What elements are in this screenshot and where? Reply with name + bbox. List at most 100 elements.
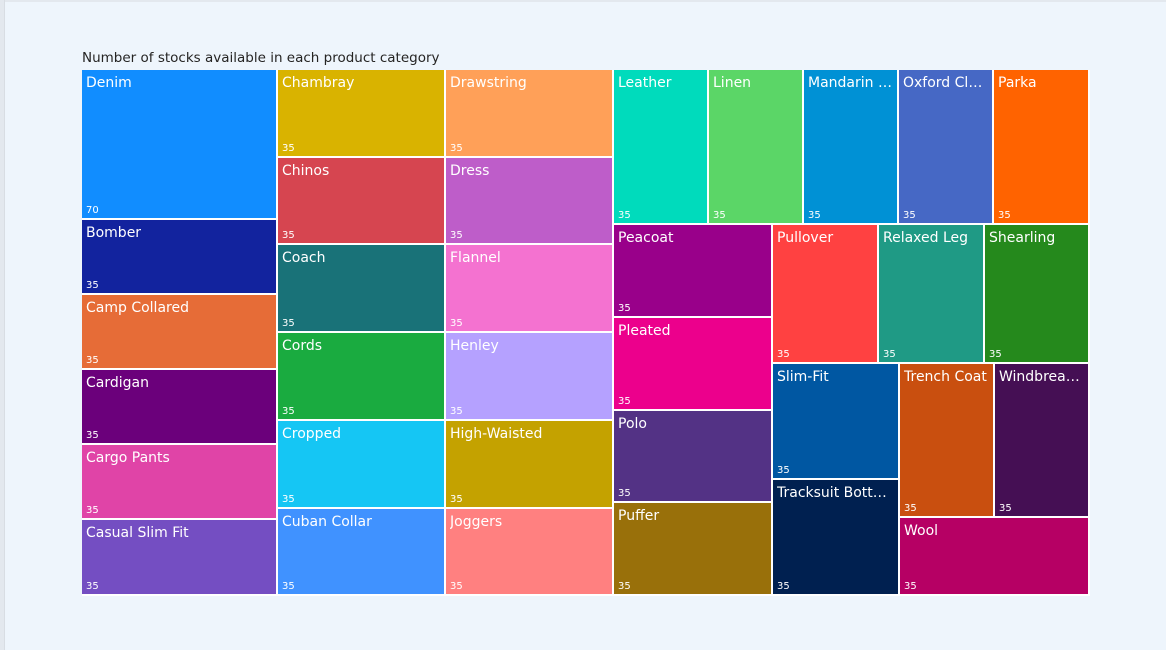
tile-label: Relaxed Leg: [883, 230, 969, 246]
tile-label: Tracksuit Bottoms: [777, 485, 894, 501]
treemap-tile-tracksuit-bottoms[interactable]: Tracksuit Bottoms 35: [773, 480, 900, 596]
tile-label: Chinos: [282, 163, 330, 179]
treemap-tile-pleated[interactable]: Pleated 35: [614, 318, 773, 411]
treemap-tile-windbreaker[interactable]: Windbreaker 35: [995, 364, 1090, 518]
tile-label: Pleated: [618, 323, 671, 339]
treemap-tile-high-waisted[interactable]: High-Waisted 35: [446, 421, 614, 509]
treemap-tile-oxford-cloth[interactable]: Oxford Cloth 35: [899, 70, 994, 225]
treemap-tile-chambray[interactable]: Chambray 35: [278, 70, 446, 158]
tile-value: 35: [618, 396, 631, 407]
treemap-tile-cropped[interactable]: Cropped 35: [278, 421, 446, 509]
tile-label: Casual Slim Fit: [86, 525, 189, 541]
tile-label: Linen: [713, 75, 752, 91]
tile-value: 35: [618, 210, 631, 221]
treemap-tile-cords[interactable]: Cords 35: [278, 333, 446, 421]
tile-value: 35: [282, 581, 295, 592]
treemap-tile-henley[interactable]: Henley 35: [446, 333, 614, 421]
tile-value: 35: [86, 430, 99, 441]
tile-value: 35: [282, 230, 295, 241]
tile-value: 35: [450, 318, 463, 329]
tile-value: 35: [450, 581, 463, 592]
treemap-tile-puffer[interactable]: Puffer 35: [614, 503, 773, 596]
tile-label: Oxford Cloth: [903, 75, 988, 91]
tile-label: Joggers: [450, 514, 503, 530]
treemap-tile-parka[interactable]: Parka 35: [994, 70, 1090, 225]
tile-label: Shearling: [989, 230, 1056, 246]
tile-value: 35: [86, 581, 99, 592]
treemap-tile-coach[interactable]: Coach 35: [278, 245, 446, 333]
tile-label: Chambray: [282, 75, 355, 91]
treemap-tile-relaxed-leg[interactable]: Relaxed Leg 35: [879, 225, 985, 364]
tile-label: Slim-Fit: [777, 369, 829, 385]
tile-label: Denim: [86, 75, 132, 91]
tile-label: Cargo Pants: [86, 450, 170, 466]
treemap-tile-casual-slim-fit[interactable]: Casual Slim Fit 35: [82, 520, 278, 596]
tile-value: 35: [989, 349, 1002, 360]
tile-label: Trench Coat: [904, 369, 987, 385]
tile-value: 35: [86, 355, 99, 366]
tile-value: 35: [999, 503, 1012, 514]
tile-label: Parka: [998, 75, 1037, 91]
treemap-visual[interactable]: Number of stocks available in each produ…: [82, 46, 1090, 596]
treemap-tile-cardigan[interactable]: Cardigan 35: [82, 370, 278, 445]
chart-title: Number of stocks available in each produ…: [82, 50, 440, 66]
tile-label: Peacoat: [618, 230, 674, 246]
treemap-tile-polo[interactable]: Polo 35: [614, 411, 773, 503]
window-left-border: [0, 0, 5, 650]
treemap-tile-flannel[interactable]: Flannel 35: [446, 245, 614, 333]
tile-value: 35: [998, 210, 1011, 221]
treemap-tile-dress[interactable]: Dress 35: [446, 158, 614, 245]
tile-label: Wool: [904, 523, 939, 539]
treemap-tile-cuban-collar[interactable]: Cuban Collar 35: [278, 509, 446, 596]
tile-label: Polo: [618, 416, 647, 432]
tile-value: 35: [282, 143, 295, 154]
treemap-tile-bomber[interactable]: Bomber 35: [82, 220, 278, 295]
treemap-tile-drawstring[interactable]: Drawstring 35: [446, 70, 614, 158]
treemap-tile-joggers[interactable]: Joggers 35: [446, 509, 614, 596]
tile-value: 35: [86, 280, 99, 291]
treemap-tile-linen[interactable]: Linen 35: [709, 70, 804, 225]
tile-value: 35: [86, 505, 99, 516]
treemap-tile-mandarin-c[interactable]: Mandarin C... 35: [804, 70, 899, 225]
tile-label: Bomber: [86, 225, 142, 241]
treemap-tile-denim[interactable]: Denim 70: [82, 70, 278, 220]
treemap-tile-slim-fit[interactable]: Slim-Fit 35: [773, 364, 900, 480]
tile-label: High-Waisted: [450, 426, 543, 442]
tile-label: Pullover: [777, 230, 834, 246]
tile-value: 35: [618, 488, 631, 499]
tile-value: 35: [282, 318, 295, 329]
tile-value: 35: [450, 230, 463, 241]
tile-value: 35: [777, 581, 790, 592]
tile-label: Drawstring: [450, 75, 527, 91]
treemap-tile-shearling[interactable]: Shearling 35: [985, 225, 1090, 364]
treemap-tile-leather[interactable]: Leather 35: [614, 70, 709, 225]
tile-value: 35: [808, 210, 821, 221]
tile-value: 35: [618, 303, 631, 314]
treemap-tile-trench-coat[interactable]: Trench Coat 35: [900, 364, 995, 518]
tile-label: Flannel: [450, 250, 501, 266]
tile-label: Dress: [450, 163, 490, 179]
treemap-tile-pullover[interactable]: Pullover 35: [773, 225, 879, 364]
treemap-tile-cargo-pants[interactable]: Cargo Pants 35: [82, 445, 278, 520]
treemap-tile-peacoat[interactable]: Peacoat 35: [614, 225, 773, 318]
treemap-tile-chinos[interactable]: Chinos 35: [278, 158, 446, 245]
tile-value: 35: [777, 349, 790, 360]
treemap-plot-area: Denim 70 Bomber 35 Camp Collared 35 Cardigan 35…: [82, 70, 1090, 596]
tile-value: 35: [777, 465, 790, 476]
tile-value: 35: [618, 581, 631, 592]
tile-label: Mandarin C...: [808, 75, 893, 91]
tile-label: Camp Collared: [86, 300, 189, 316]
treemap-tile-camp-collared[interactable]: Camp Collared 35: [82, 295, 278, 370]
tile-label: Windbreaker: [999, 369, 1084, 385]
tile-value: 35: [450, 494, 463, 505]
tile-value: 35: [904, 581, 917, 592]
tile-value: 35: [903, 210, 916, 221]
treemap-tile-wool[interactable]: Wool 35: [900, 518, 1090, 596]
tile-label: Cropped: [282, 426, 342, 442]
tile-value: 35: [450, 406, 463, 417]
tile-value: 35: [282, 494, 295, 505]
window-top-border: [0, 0, 1166, 2]
tile-value: 35: [883, 349, 896, 360]
tile-value: 35: [904, 503, 917, 514]
tile-value: 35: [713, 210, 726, 221]
